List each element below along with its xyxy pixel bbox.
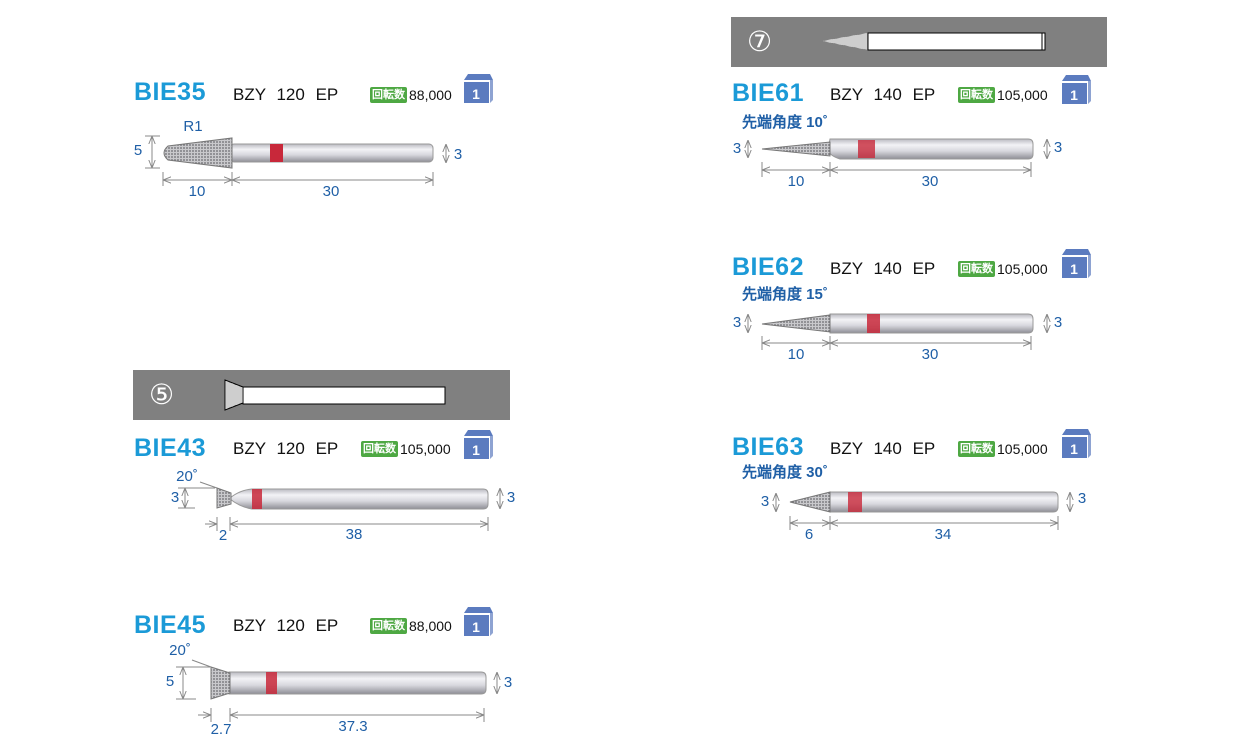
product-spec: BZY 140 EP (830, 85, 936, 104)
rpm-value: 88,000 (409, 618, 452, 634)
section-band-5: ⑤ (133, 370, 510, 420)
section-number: ⑤ (149, 379, 175, 410)
tip-angle: 先端角度 15˚ (742, 286, 828, 303)
rpm-badge: 回転数 (361, 441, 398, 457)
rpm: 回転数 88,000 (370, 617, 452, 635)
box-icon: 1 (1062, 429, 1091, 458)
section-5-icon (224, 379, 446, 411)
dim-shank-length: 30 (322, 183, 340, 200)
product-code: BIE62 (732, 253, 804, 281)
rpm-badge: 回転数 (370, 618, 407, 634)
dim-head-length: 10 (188, 183, 206, 200)
rpm: 回転数 105,000 (958, 260, 1048, 278)
box-qty: 1 (472, 442, 480, 458)
bur-bie62 (748, 313, 1047, 350)
box-qty: 1 (1070, 441, 1078, 457)
rpm: 回転数 88,000 (370, 86, 452, 104)
box-icon: 1 (1062, 249, 1091, 278)
dim-diameter: 3 (732, 140, 742, 157)
dim-diameter: 5 (165, 673, 175, 690)
dim-angle: 20˚ (169, 642, 191, 659)
section-number: ⑦ (747, 26, 773, 57)
dim-shank-length: 37.3 (338, 718, 368, 735)
rpm: 回転数 105,000 (361, 440, 451, 458)
product-spec: BZY 140 EP (830, 439, 936, 458)
box-qty: 1 (472, 619, 480, 635)
product-spec: BZY 120 EP (233, 85, 339, 104)
dim-diameter: 5 (133, 142, 143, 159)
dim-head-length: 6 (804, 526, 814, 543)
box-icon: 1 (464, 607, 493, 636)
rpm-badge: 回転数 (958, 261, 995, 277)
rpm-badge: 回転数 (370, 87, 407, 103)
product-spec: BZY 120 EP (233, 616, 339, 635)
box-qty: 1 (472, 86, 480, 102)
dim-shank-diameter: 3 (503, 674, 513, 691)
box-icon: 1 (1062, 75, 1091, 104)
dim-shank-length: 30 (921, 173, 939, 190)
dim-head-length: 10 (787, 346, 805, 363)
rpm-badge: 回転数 (958, 441, 995, 457)
dim-shank-diameter: 3 (1053, 139, 1063, 156)
bur-bie63 (776, 491, 1070, 530)
rpm: 回転数 105,000 (958, 440, 1048, 458)
box-qty: 1 (1070, 87, 1078, 103)
dim-head-length: 2 (218, 527, 228, 544)
section-7-icon (822, 32, 1046, 51)
dim-angle: 20˚ (176, 468, 198, 485)
rpm-value: 105,000 (997, 441, 1048, 457)
rpm: 回転数 105,000 (958, 86, 1048, 104)
product-code: BIE45 (134, 611, 206, 639)
rpm-value: 105,000 (997, 261, 1048, 277)
tip-angle: 先端角度 30˚ (742, 464, 828, 481)
bur-bie45 (176, 659, 497, 722)
rpm-value: 105,000 (997, 87, 1048, 103)
product-spec: BZY 140 EP (830, 259, 936, 278)
box-icon: 1 (464, 430, 493, 459)
dim-diameter: 3 (732, 314, 742, 331)
dim-head-length: 2.7 (210, 721, 232, 738)
rpm-value: 88,000 (409, 87, 452, 103)
dim-shank-diameter: 3 (1077, 490, 1087, 507)
dim-radius: R1 (183, 118, 203, 135)
dim-shank-length: 38 (345, 526, 363, 543)
tip-angle: 先端角度 10˚ (742, 114, 828, 131)
dim-shank-length: 34 (934, 526, 952, 543)
product-code: BIE61 (732, 79, 804, 107)
dim-shank-length: 30 (921, 346, 939, 363)
bur-bie43 (178, 481, 500, 531)
bur-bie35 (145, 135, 446, 186)
dim-diameter: 3 (170, 489, 180, 506)
box-qty: 1 (1070, 261, 1078, 277)
rpm-value: 105,000 (400, 441, 451, 457)
dim-shank-diameter: 3 (453, 146, 463, 163)
bur-bie61 (748, 138, 1047, 177)
dim-shank-diameter: 3 (506, 489, 516, 506)
dim-shank-diameter: 3 (1053, 314, 1063, 331)
product-code: BIE35 (134, 78, 206, 106)
box-icon: 1 (464, 74, 493, 103)
dim-head-length: 10 (787, 173, 805, 190)
rpm-badge: 回転数 (958, 87, 995, 103)
product-spec: BZY 120 EP (233, 439, 339, 458)
dim-diameter: 3 (760, 493, 770, 510)
product-code: BIE63 (732, 433, 804, 461)
product-code: BIE43 (134, 434, 206, 462)
